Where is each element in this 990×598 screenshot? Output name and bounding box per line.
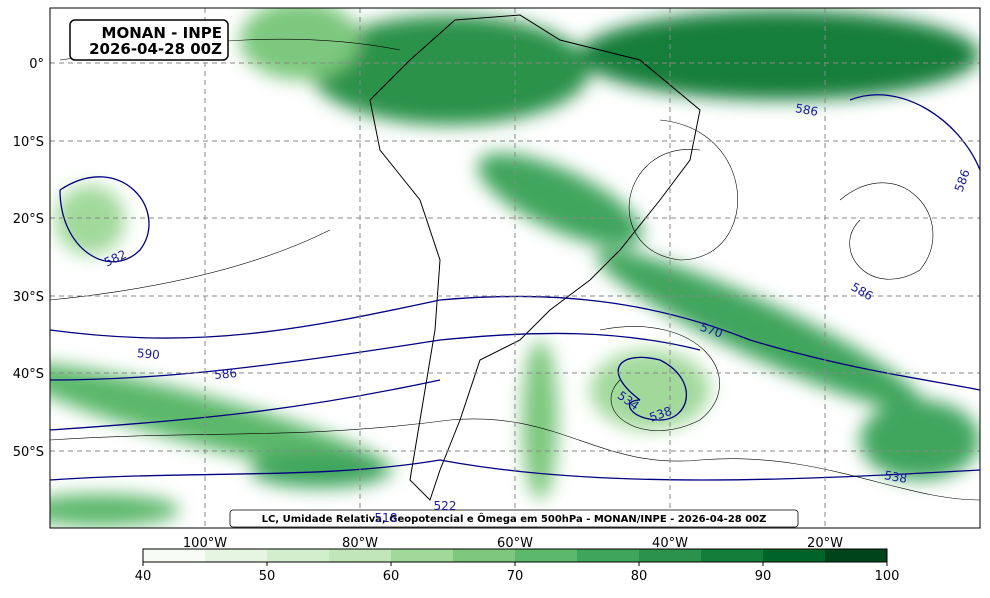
continent-outline bbox=[369, 14, 701, 501]
colorbar-tick-label: 40 bbox=[135, 569, 152, 584]
contour-label: 538 bbox=[883, 468, 908, 486]
lon-label: 40°W bbox=[652, 536, 688, 551]
lon-label: 80°W bbox=[342, 536, 378, 551]
contour-label: 518 bbox=[375, 511, 398, 525]
contour-label: 586 bbox=[214, 366, 238, 382]
colorbar-bin bbox=[267, 549, 330, 562]
graticule bbox=[50, 8, 980, 528]
colorbar-bin bbox=[329, 549, 392, 562]
lat-label: 20°S bbox=[13, 212, 44, 227]
humidity-field bbox=[50, 8, 980, 526]
contour-label: 590 bbox=[136, 346, 160, 362]
colorbar-bin bbox=[577, 549, 640, 562]
geopotential-contours bbox=[50, 94, 980, 481]
colorbar-bin bbox=[515, 549, 578, 562]
title-date: 2026-04-28 00Z bbox=[89, 40, 222, 58]
lat-label: 0° bbox=[29, 57, 44, 72]
labels: 0° 10°S 20°S 30°S 40°S 50°S 100°W 80°W 60°W 40°W 2… bbox=[13, 57, 973, 551]
lat-label: 40°S bbox=[13, 367, 44, 382]
title-box bbox=[69, 19, 229, 61]
lon-label: 100°W bbox=[183, 536, 227, 551]
colorbar-tick-label: 70 bbox=[507, 569, 524, 584]
colorbar-tick-label: 80 bbox=[631, 569, 648, 584]
colorbar-bin bbox=[639, 549, 702, 562]
lat-label: 50°S bbox=[13, 445, 44, 460]
colorbar-bin bbox=[453, 549, 516, 562]
colorbar: 40 50 60 70 80 90 100 bbox=[135, 548, 900, 584]
colorbar-bin bbox=[391, 549, 454, 562]
colorbar-tick-label: 60 bbox=[383, 569, 400, 584]
contour-label: 586 bbox=[794, 101, 819, 119]
colorbar-bin bbox=[205, 549, 268, 562]
contour-label: 522 bbox=[434, 499, 457, 513]
lat-label: 30°S bbox=[13, 290, 44, 305]
caption: LC, Umidade Relativa, Geopotencial e Ôme… bbox=[262, 512, 767, 525]
lon-label: 60°W bbox=[497, 536, 533, 551]
map-frame bbox=[49, 7, 981, 529]
colorbar-bin bbox=[763, 549, 826, 562]
map-content bbox=[50, 8, 980, 528]
colorbar-tick-label: 90 bbox=[755, 569, 772, 584]
colorbar-bin bbox=[701, 549, 764, 562]
title: MONAN - INPE bbox=[102, 24, 222, 42]
colorbar-tick-label: 100 bbox=[875, 569, 900, 584]
lon-label: 20°W bbox=[807, 536, 843, 551]
colorbar-bin bbox=[143, 549, 206, 562]
colorbar-bin bbox=[825, 549, 888, 562]
caption-box bbox=[229, 509, 799, 528]
colorbar-tick-label: 50 bbox=[259, 569, 276, 584]
lat-label: 10°S bbox=[13, 135, 44, 150]
